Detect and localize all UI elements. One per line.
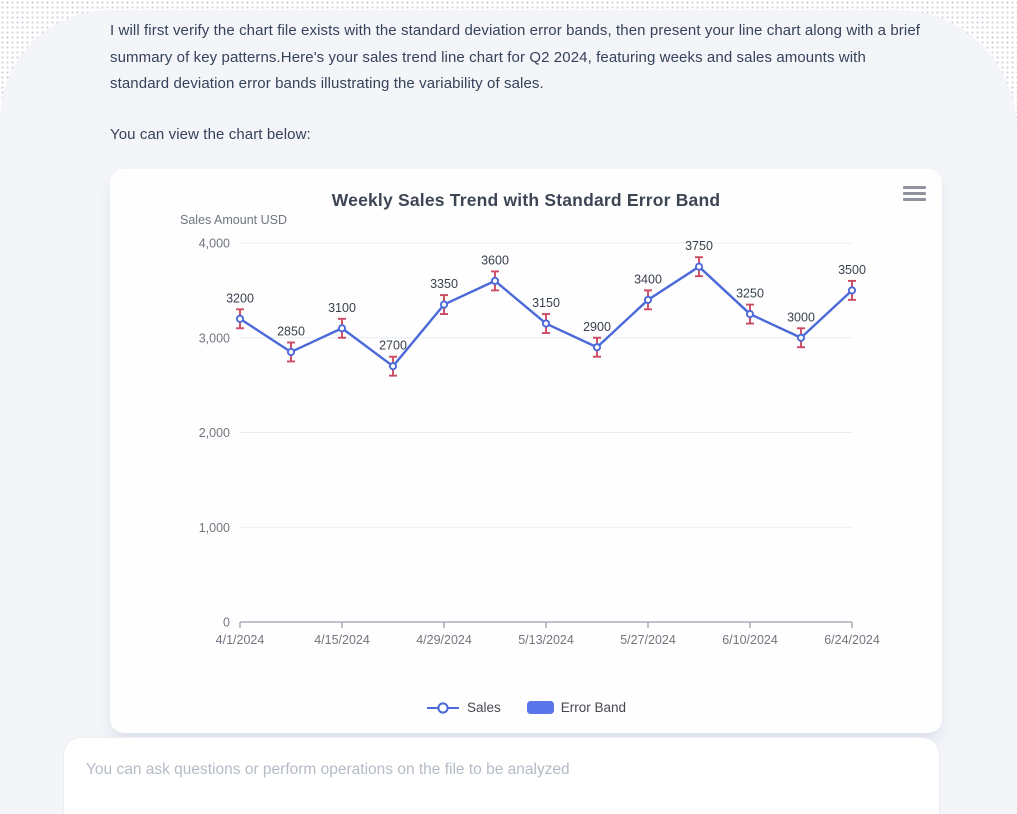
y-axis-title: Sales Amount USD [180, 213, 287, 227]
data-point[interactable] [694, 262, 704, 271]
band-swatch-icon [526, 701, 554, 714]
data-point[interactable] [286, 347, 296, 357]
chat-input[interactable] [64, 738, 939, 814]
point-label: 2900 [583, 320, 611, 334]
point-label: 2850 [277, 324, 305, 338]
chat-input-container [63, 737, 940, 814]
legend-label: Error Band [560, 700, 627, 715]
x-tick-label: 5/13/2024 [518, 633, 574, 647]
data-point[interactable] [541, 319, 551, 328]
point-label: 3250 [736, 287, 764, 301]
x-tick-label: 5/27/2024 [620, 633, 676, 647]
x-tick-label: 6/10/2024 [722, 633, 778, 647]
point-label: 3400 [634, 272, 662, 286]
x-tick-label: 4/15/2024 [314, 633, 370, 647]
assistant-message: I will first verify the chart file exist… [0, 10, 922, 148]
data-point[interactable] [388, 362, 398, 371]
chart-title: Weekly Sales Trend with Standard Error B… [331, 190, 721, 210]
y-tick-label: 0 [223, 616, 230, 630]
chart-card: 0 1,000 2,000 3,000 4,000 4/1/2024 4/15/2024 4/… [110, 169, 942, 733]
x-tick-label: 4/1/2024 [216, 633, 265, 647]
point-label: 3150 [532, 296, 560, 310]
y-tick-label: 4,000 [199, 237, 230, 251]
x-tick-label: 4/29/2024 [416, 633, 472, 647]
y-tick-label: 3,000 [199, 331, 230, 345]
hamburger-menu-icon[interactable] [900, 183, 929, 204]
data-point[interactable] [490, 276, 500, 285]
data-point[interactable] [796, 333, 806, 342]
chart-plot[interactable]: 0 1,000 2,000 3,000 4,000 4/1/2024 4/15/2024 4/… [110, 169, 942, 733]
data-point[interactable] [592, 343, 602, 352]
data-point[interactable] [847, 286, 857, 295]
legend-item-sales[interactable]: Sales [426, 700, 501, 715]
point-label: 3100 [328, 301, 356, 315]
point-label: 3200 [226, 291, 254, 305]
data-point[interactable] [745, 310, 755, 319]
point-label: 3600 [481, 253, 509, 267]
point-label: 3000 [787, 310, 815, 324]
data-point[interactable] [337, 324, 347, 333]
data-point[interactable] [643, 295, 653, 304]
data-point[interactable] [235, 314, 245, 323]
y-tick-label: 2,000 [199, 426, 230, 440]
point-label: 2700 [379, 339, 407, 353]
message-paragraph: I will first verify the chart file exist… [110, 22, 921, 92]
line-circle-marker-icon [426, 701, 459, 714]
point-label: 3500 [838, 263, 866, 277]
legend-item-error-band[interactable]: Error Band [526, 700, 627, 715]
app-panel: I will first verify the chart file exist… [0, 10, 1017, 814]
message-paragraph: You can view the chart below: [110, 125, 311, 143]
chart-legend: Sales Error Band [110, 700, 942, 715]
point-label: 3750 [685, 239, 713, 253]
data-point[interactable] [439, 300, 449, 309]
legend-label: Sales [466, 700, 501, 715]
y-tick-label: 1,000 [199, 521, 230, 535]
point-label: 3350 [430, 277, 458, 291]
x-tick-label: 6/24/2024 [824, 633, 880, 647]
